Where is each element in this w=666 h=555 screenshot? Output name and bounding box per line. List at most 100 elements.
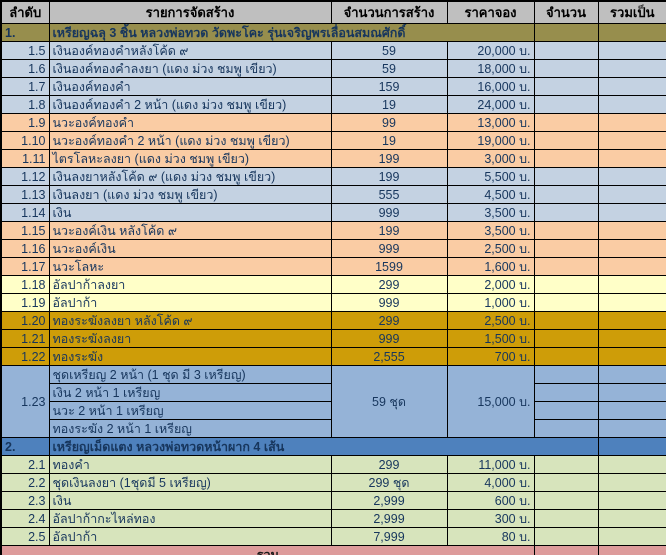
total-cell[interactable] [597,275,666,294]
qty-cell[interactable] [533,455,599,474]
booking-price: 11,000 บ. [446,455,535,474]
total-cell[interactable] [597,365,666,384]
booking-price: 19,000 บ. [446,131,535,150]
qty-cell[interactable] [533,239,599,258]
total-cell[interactable] [597,167,666,186]
item-label: ชุดเงินลงยา (1ชุดมี 5 เหรียญ) [48,473,332,492]
made-quantity: 299 [330,311,448,330]
booking-price: 16,000 บ. [446,77,535,96]
total-cell[interactable] [597,527,666,546]
total-cell[interactable] [597,383,666,402]
qty-cell[interactable] [533,365,599,384]
item-label: นวะโลหะ [48,257,332,276]
total-cell[interactable] [597,401,666,420]
row-number: 2.2 [0,473,50,492]
item-label: เงินลงยา (แดง ม่วง ชมพู เขียว) [48,185,332,204]
total-cell[interactable] [597,419,666,438]
table-row: 1.8 เงินองค์ทองคำ 2 หน้า (แดง ม่วง ชมพู เ… [0,95,666,114]
qty-cell[interactable] [533,509,599,528]
total-cell[interactable] [597,455,666,474]
qty-cell[interactable] [533,419,599,438]
table-row: 1.10 นวะองค์ทองคำ 2 หน้า (แดง ม่วง ชมพู เ… [0,131,666,150]
total-cell[interactable] [597,347,666,366]
qty-cell[interactable] [533,347,599,366]
qty-cell[interactable] [533,203,599,222]
total-cell[interactable] [597,329,666,348]
total-cell[interactable] [597,257,666,276]
row-number: 1.12 [0,167,50,186]
booking-price: 4,000 บ. [446,473,535,492]
table-row: 1.6 เงินองค์ทองคำลงยา (แดง ม่วง ชมพู เขีย… [0,59,666,78]
table-row: 1.5 เงินองค์ทองคำหลังโค้ด ๙ 59 20,000 บ. [0,41,666,60]
table-row: 1.12 เงินลงยาหลังโค้ด ๙ (แดง ม่วง ชมพู เข… [0,167,666,186]
sub-item-label: เงิน 2 หน้า 1 เหรียญ [48,383,332,402]
booking-price: 18,000 บ. [446,59,535,78]
total-cell[interactable] [597,59,666,78]
item-label: ชุดเหรียญ 2 หน้า (1 ชุด มี 3 เหรียญ) [48,365,332,384]
qty-cell[interactable] [533,473,599,492]
qty-cell[interactable] [533,491,599,510]
total-cell[interactable] [597,221,666,240]
item-label: ทองระฆังลงยา หลังโค้ด ๙ [48,311,332,330]
qty-cell[interactable] [533,185,599,204]
qty-cell[interactable] [533,149,599,168]
total-cell[interactable] [597,113,666,132]
total-cell[interactable] [597,23,666,42]
total-cell[interactable] [597,437,666,456]
booking-price: 80 บ. [446,527,535,546]
qty-cell[interactable] [533,257,599,276]
total-cell[interactable] [597,149,666,168]
qty-cell[interactable] [533,311,599,330]
qty-cell[interactable] [533,329,599,348]
made-quantity: 2,999 [330,509,448,528]
total-cell[interactable] [597,41,666,60]
made-quantity: 999 [330,329,448,348]
total-cell[interactable] [597,95,666,114]
total-cell[interactable] [597,473,666,492]
table-row: รวม [0,545,666,555]
total-cell[interactable] [597,131,666,150]
qty-cell[interactable] [533,77,599,96]
total-cell[interactable] [597,293,666,312]
column-header: ราคาจอง [446,0,535,24]
section-label: เหรียญฉลุ 3 ชิ้น หลวงพ่อทวด วัดพะโคะ รุ่… [48,23,535,42]
row-number: 1.14 [0,203,50,222]
total-cell[interactable] [597,311,666,330]
row-number: 2.4 [0,509,50,528]
qty-cell[interactable] [533,23,599,42]
table-row: 1.13 เงินลงยา (แดง ม่วง ชมพู เขียว) 555 4,5… [0,185,666,204]
total-cell[interactable] [597,185,666,204]
qty-cell[interactable] [533,131,599,150]
qty-cell[interactable] [533,275,599,294]
made-quantity: 2,555 [330,347,448,366]
item-label: อัลปาก้าลงยา [48,275,332,294]
qty-cell[interactable] [533,59,599,78]
qty-cell[interactable] [533,545,599,555]
qty-cell[interactable] [533,221,599,240]
total-cell[interactable] [597,203,666,222]
qty-cell[interactable] [533,167,599,186]
qty-cell[interactable] [533,113,599,132]
qty-cell[interactable] [533,293,599,312]
item-label: เงิน [48,491,332,510]
booking-price: 4,500 บ. [446,185,535,204]
qty-cell[interactable] [533,383,599,402]
qty-cell[interactable] [533,401,599,420]
section-number: 1. [0,23,50,42]
table-row: 1.21 ทองระฆังลงยา 999 1,500 บ. [0,329,666,348]
total-cell[interactable] [597,491,666,510]
qty-cell[interactable] [533,527,599,546]
qty-cell[interactable] [533,41,599,60]
item-label: ไตรโลหะลงยา (แดง ม่วง ชมพู เขียว) [48,149,332,168]
total-cell[interactable] [597,77,666,96]
item-label: เงินองค์ทองคำลงยา (แดง ม่วง ชมพู เขียว) [48,59,332,78]
total-cell[interactable] [597,545,666,555]
qty-cell[interactable] [533,95,599,114]
column-header: จำนวนการสร้าง [330,0,448,24]
row-number: 2.1 [0,455,50,474]
made-quantity: 555 [330,185,448,204]
total-cell[interactable] [597,509,666,528]
section-number: 2. [0,437,50,456]
total-cell[interactable] [597,239,666,258]
